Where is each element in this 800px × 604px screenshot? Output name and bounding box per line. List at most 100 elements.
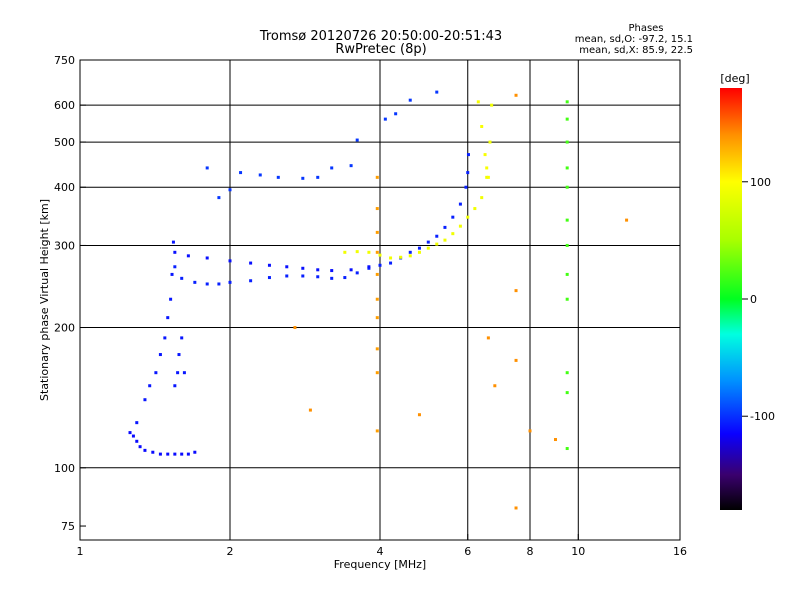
echo-point xyxy=(565,391,569,395)
colorbar-tick-label: 0 xyxy=(750,293,757,306)
echo-point xyxy=(285,265,289,269)
echo-point xyxy=(205,256,209,260)
echo-point xyxy=(349,268,353,272)
echo-point xyxy=(458,224,462,228)
echo-point xyxy=(330,269,334,273)
echo-point xyxy=(180,336,184,340)
echo-point xyxy=(466,171,470,175)
echo-point xyxy=(375,272,379,276)
echo-point xyxy=(173,452,177,456)
echo-point xyxy=(476,100,480,104)
echo-point xyxy=(205,282,209,286)
echo-point xyxy=(316,268,320,272)
echo-point xyxy=(143,398,147,402)
echo-point xyxy=(375,316,379,320)
echo-point xyxy=(375,347,379,351)
echo-point xyxy=(217,282,221,286)
y-tick-label: 500 xyxy=(54,136,75,149)
echo-point xyxy=(417,246,421,250)
echo-point xyxy=(408,250,412,254)
echo-point xyxy=(180,452,184,456)
echo-point xyxy=(375,297,379,301)
echo-point xyxy=(148,384,152,388)
echo-point xyxy=(486,336,490,340)
echo-point xyxy=(367,266,371,270)
echo-point xyxy=(173,250,177,254)
echo-point xyxy=(408,98,412,102)
echo-point xyxy=(488,140,492,144)
echo-point xyxy=(565,166,569,170)
data-points xyxy=(128,90,629,510)
echo-point xyxy=(128,431,132,435)
echo-point xyxy=(158,353,162,357)
echo-point xyxy=(528,429,532,433)
echo-point xyxy=(293,326,297,330)
echo-point xyxy=(176,371,180,375)
echo-point xyxy=(553,438,557,442)
echo-point xyxy=(228,259,232,263)
stats-line-o: mean, sd,O: -97.2, 15.1 xyxy=(575,34,693,45)
echo-point xyxy=(443,225,447,229)
echo-point xyxy=(565,117,569,121)
y-tick-label: 100 xyxy=(54,462,75,475)
echo-point xyxy=(135,439,139,443)
echo-point xyxy=(151,450,155,454)
echo-point xyxy=(565,185,569,189)
echo-point xyxy=(267,276,271,280)
echo-point xyxy=(451,232,455,236)
echo-point xyxy=(565,272,569,276)
echo-point xyxy=(483,153,487,157)
echo-point xyxy=(394,112,398,116)
echo-point xyxy=(451,215,455,219)
axis-ticks: 1 2 4 6 8 10 16 75 100 200 300 400 500 600 750 xyxy=(54,54,687,558)
echo-point xyxy=(249,279,253,283)
echo-point xyxy=(186,452,190,456)
grid-layer xyxy=(80,60,680,540)
colorbar xyxy=(720,88,742,510)
echo-point xyxy=(493,384,497,388)
y-tick-label: 750 xyxy=(54,54,75,67)
y-tick-label: 300 xyxy=(54,239,75,252)
echo-point xyxy=(316,175,320,179)
echo-point xyxy=(330,166,334,170)
echo-point xyxy=(173,265,177,269)
y-tick-label: 75 xyxy=(61,520,75,533)
echo-point xyxy=(276,175,280,179)
x-tick-label: 10 xyxy=(571,545,585,558)
echo-point xyxy=(316,275,320,279)
echo-point xyxy=(171,240,175,244)
echo-point xyxy=(417,250,421,254)
echo-point xyxy=(417,413,421,417)
echo-point xyxy=(180,276,184,280)
y-tick-label: 200 xyxy=(54,322,75,335)
echo-point xyxy=(355,271,359,275)
echo-point xyxy=(301,266,305,270)
x-tick-label: 8 xyxy=(527,545,534,558)
echo-point xyxy=(301,176,305,180)
x-tick-label: 1 xyxy=(77,545,84,558)
echo-point xyxy=(193,280,197,284)
stats-heading: Phases xyxy=(628,23,663,34)
echo-point xyxy=(565,447,569,451)
echo-point xyxy=(349,164,353,168)
echo-point xyxy=(267,263,271,267)
echo-point xyxy=(169,297,173,301)
echo-point xyxy=(173,384,177,388)
echo-point xyxy=(466,215,470,219)
echo-point xyxy=(367,265,371,269)
x-tick-label: 4 xyxy=(377,545,384,558)
echo-point xyxy=(443,238,447,242)
echo-point xyxy=(367,250,371,254)
echo-point xyxy=(239,171,243,175)
echo-point xyxy=(143,448,147,452)
echo-point xyxy=(343,276,347,280)
echo-point xyxy=(389,256,393,260)
echo-point xyxy=(193,450,197,454)
echo-point xyxy=(514,506,518,510)
echo-point xyxy=(466,153,470,157)
x-tick-label: 6 xyxy=(464,545,471,558)
x-axis-label: Frequency [MHz] xyxy=(334,558,426,571)
echo-point xyxy=(435,234,439,238)
